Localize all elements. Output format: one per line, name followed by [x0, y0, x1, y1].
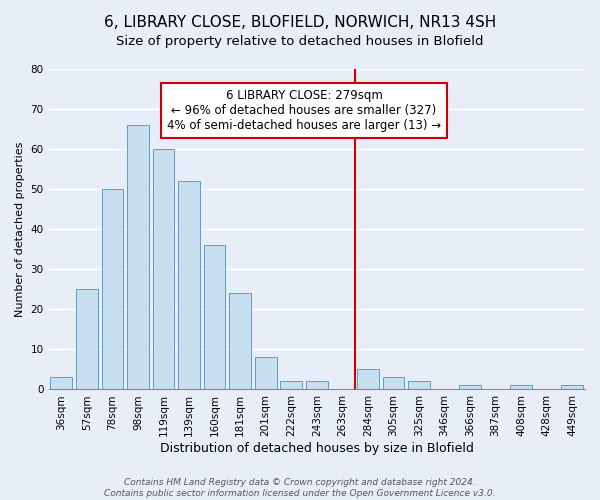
Bar — [459, 386, 481, 390]
Bar — [562, 386, 583, 390]
Bar — [510, 386, 532, 390]
Text: 6, LIBRARY CLOSE, BLOFIELD, NORWICH, NR13 4SH: 6, LIBRARY CLOSE, BLOFIELD, NORWICH, NR1… — [104, 15, 496, 30]
Bar — [280, 382, 302, 390]
Bar — [229, 294, 251, 390]
Bar — [408, 382, 430, 390]
Bar — [76, 290, 98, 390]
Bar — [50, 378, 72, 390]
Bar — [255, 358, 277, 390]
Y-axis label: Number of detached properties: Number of detached properties — [15, 142, 25, 317]
Text: Contains HM Land Registry data © Crown copyright and database right 2024.
Contai: Contains HM Land Registry data © Crown c… — [104, 478, 496, 498]
Bar — [178, 181, 200, 390]
Bar — [152, 149, 175, 390]
Bar — [127, 125, 149, 390]
Text: 6 LIBRARY CLOSE: 279sqm
← 96% of detached houses are smaller (327)
4% of semi-de: 6 LIBRARY CLOSE: 279sqm ← 96% of detache… — [167, 89, 441, 132]
Bar — [383, 378, 404, 390]
Bar — [357, 370, 379, 390]
X-axis label: Distribution of detached houses by size in Blofield: Distribution of detached houses by size … — [160, 442, 474, 455]
Bar — [204, 246, 226, 390]
Text: Size of property relative to detached houses in Blofield: Size of property relative to detached ho… — [116, 35, 484, 48]
Bar — [101, 189, 123, 390]
Bar — [306, 382, 328, 390]
